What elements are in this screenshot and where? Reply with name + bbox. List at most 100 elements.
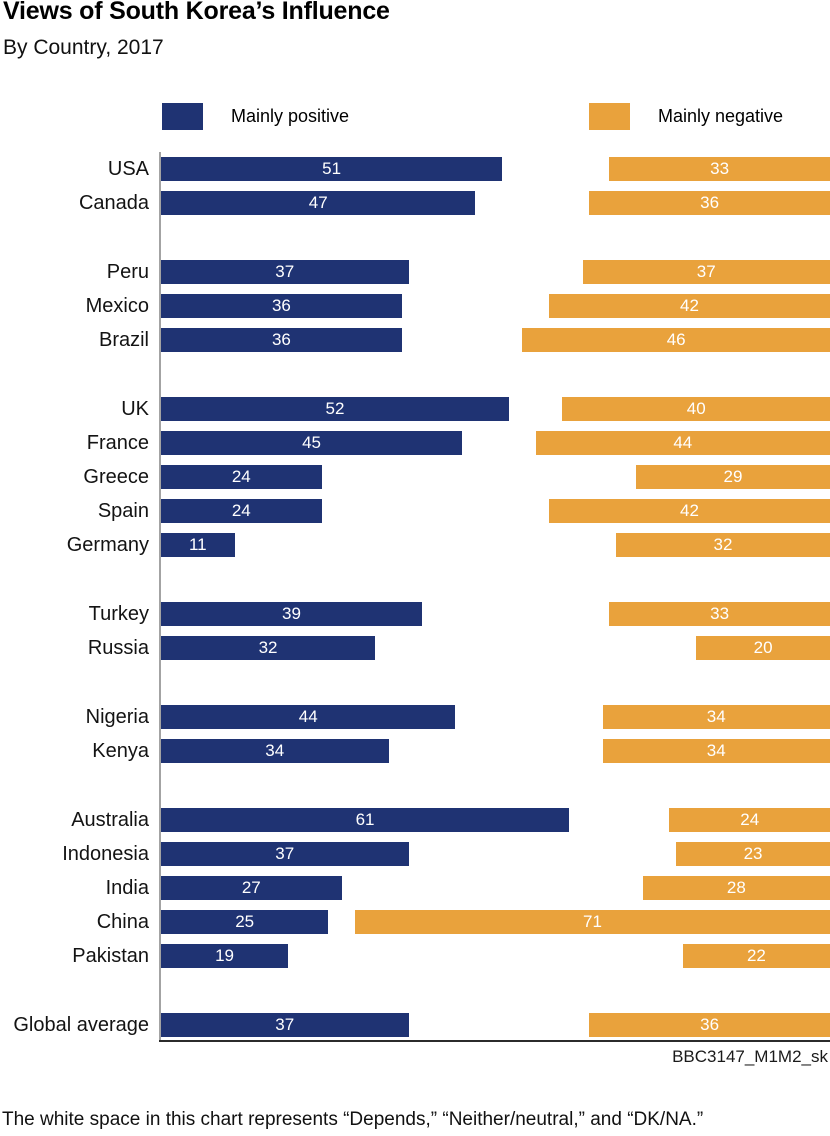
positive-value: 39	[281, 604, 301, 623]
negative-value: 42	[680, 296, 699, 315]
negative-value: 34	[706, 707, 726, 726]
country-label: Germany	[66, 533, 149, 556]
row-plot: 61 24	[161, 808, 830, 832]
negative-bar: 33	[609, 157, 830, 181]
negative-value: 44	[673, 433, 693, 452]
negative-value: 28	[726, 878, 746, 897]
negative-value: 36	[700, 193, 720, 212]
positive-bar: 44	[161, 705, 456, 729]
negative-bar: 36	[589, 1013, 830, 1037]
negative-bar: 44	[535, 431, 830, 455]
page-title: Views of South Korea’s Influence	[3, 0, 390, 25]
country-label: Global average	[13, 1013, 149, 1036]
positive-bar: 27	[161, 876, 342, 900]
chart-row: UK 52 40	[0, 392, 830, 426]
row-plot: 24 42	[161, 499, 830, 523]
chart-row: Turkey 39 33	[0, 597, 830, 631]
chart-row: Germany 11 32	[0, 528, 830, 562]
country-label: Turkey	[88, 602, 149, 625]
positive-bar: 34	[161, 739, 389, 763]
legend-item-positive: Mainly positive	[162, 102, 349, 130]
negative-value: 46	[666, 330, 686, 349]
positive-value: 47	[308, 193, 328, 212]
chart-row: Spain 24 42	[0, 494, 830, 528]
positive-value: 36	[271, 330, 291, 349]
group-spacer	[0, 768, 830, 803]
page-subtitle: By Country, 2017	[3, 36, 164, 59]
row-plot: 36 42	[161, 294, 830, 318]
legend-label-positive: Mainly positive	[231, 105, 350, 126]
positive-bar: 11	[161, 533, 235, 557]
negative-bar: 32	[615, 533, 830, 557]
chart-row: Pakistan 19 22	[0, 939, 830, 973]
negative-bar: 40	[562, 397, 830, 421]
positive-bar: 37	[161, 1013, 409, 1037]
negative-value: 34	[706, 741, 726, 760]
country-label: Indonesia	[62, 842, 149, 865]
country-label: UK	[121, 397, 149, 420]
country-label: Spain	[97, 499, 149, 522]
negative-value: 36	[700, 1015, 720, 1034]
legend-label-negative: Mainly negative	[658, 105, 784, 126]
positive-value: 52	[325, 399, 345, 418]
negative-bar: 24	[669, 808, 830, 832]
negative-bar: 34	[602, 705, 830, 729]
chart-row: Peru 37 37	[0, 255, 830, 289]
country-label: France	[86, 431, 149, 454]
positive-bar: 36	[161, 294, 402, 318]
negative-bar: 46	[522, 328, 830, 352]
row-plot: 24 29	[161, 465, 830, 489]
row-plot: 37 36	[161, 1013, 830, 1037]
row-plot: 44 34	[161, 705, 830, 729]
chart-row: Indonesia 37 23	[0, 837, 830, 871]
country-label: Greece	[83, 465, 149, 488]
negative-value: 40	[686, 399, 706, 418]
positive-bar: 19	[161, 944, 289, 968]
row-plot: 36 46	[161, 328, 830, 352]
chart-rows: USA 51 33 Canada 47 36 Peru 37 37 Mexico 36 42 Brazi…	[0, 152, 830, 1042]
positive-value: 25	[235, 912, 255, 931]
country-label: Peru	[106, 260, 149, 283]
negative-bar: 23	[676, 842, 830, 866]
negative-value: 71	[583, 912, 602, 931]
row-plot: 11 32	[161, 533, 830, 557]
group-spacer	[0, 973, 830, 1008]
country-label: Nigeria	[85, 705, 149, 728]
negative-value: 32	[713, 535, 733, 554]
group-spacer	[0, 562, 830, 597]
chart-row: India 27 28	[0, 871, 830, 905]
negative-value: 33	[710, 159, 730, 178]
footnote: The white space in this chart represents…	[2, 1109, 704, 1130]
negative-bar: 34	[602, 739, 830, 763]
country-label: China	[96, 910, 149, 933]
negative-value: 24	[740, 810, 760, 829]
negative-value: 20	[753, 638, 773, 657]
negative-value: 29	[723, 467, 743, 486]
negative-bar: 22	[682, 944, 830, 968]
country-label: Canada	[78, 191, 149, 214]
positive-bar: 37	[161, 842, 409, 866]
row-plot: 32 20	[161, 636, 830, 660]
row-plot: 37 37	[161, 260, 830, 284]
row-plot: 52 40	[161, 397, 830, 421]
negative-bar: 71	[355, 910, 830, 934]
group-spacer	[0, 220, 830, 255]
chart-row: Global average 37 36	[0, 1008, 830, 1042]
negative-value: 33	[710, 604, 730, 623]
group-spacer	[0, 665, 830, 700]
row-plot: 39 33	[161, 602, 830, 626]
positive-bar: 37	[161, 260, 409, 284]
negative-bar: 42	[549, 499, 830, 523]
row-plot: 27 28	[161, 876, 830, 900]
positive-value: 34	[265, 741, 285, 760]
chart-row: Russia 32 20	[0, 631, 830, 665]
positive-bar: 52	[161, 397, 509, 421]
row-plot: 19 22	[161, 944, 830, 968]
positive-value: 27	[241, 878, 261, 897]
country-label: Australia	[71, 808, 149, 831]
chart-row: Australia 61 24	[0, 803, 830, 837]
positive-value: 45	[302, 433, 321, 452]
positive-value: 44	[298, 707, 318, 726]
negative-bar: 33	[609, 602, 830, 626]
positive-value: 19	[215, 946, 234, 965]
